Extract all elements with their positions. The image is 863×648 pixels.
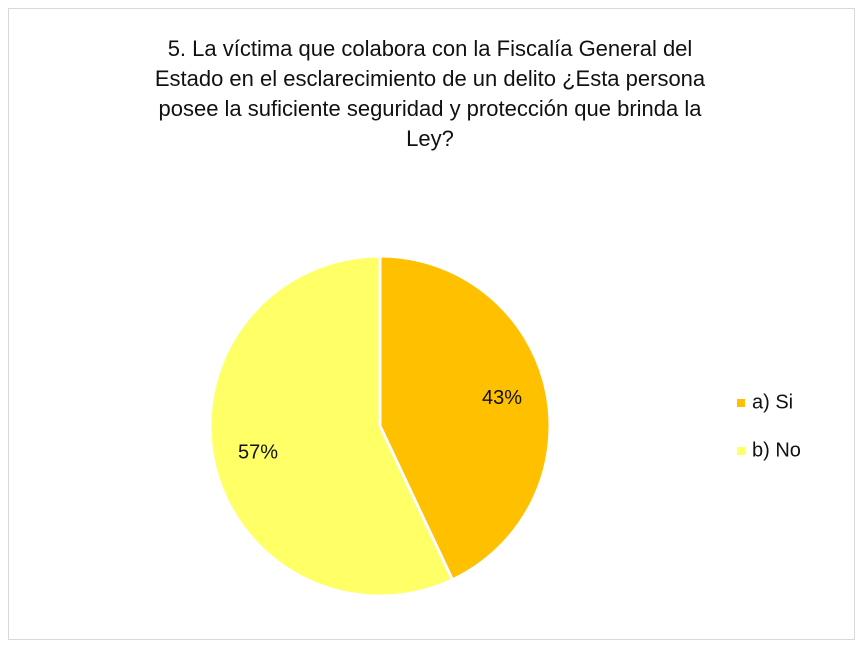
pie-slice [208, 254, 455, 598]
chart-title: 5. La víctima que colabora con la Fiscal… [154, 36, 706, 151]
legend-label: a) Si [752, 391, 793, 413]
legend-label: b) No [752, 439, 801, 461]
legend-swatch [737, 399, 745, 407]
data-label: 43% [482, 387, 522, 409]
data-label: 57% [238, 442, 278, 464]
legend-swatch [737, 447, 745, 455]
pie-slice [378, 254, 552, 582]
